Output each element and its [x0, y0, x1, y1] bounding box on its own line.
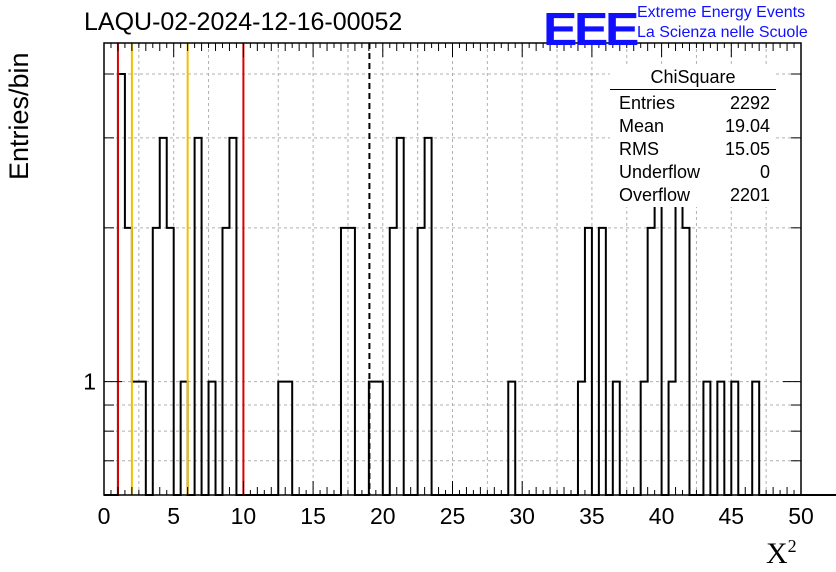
stats-label: Overflow	[619, 185, 691, 205]
logo-text-line2: La Scienza nelle Scuole	[637, 24, 808, 41]
stats-value: 2292	[729, 93, 770, 113]
x-tick-label: 0	[98, 503, 111, 529]
stats-row: Overflow 2201	[610, 184, 776, 207]
stats-value: 15.05	[724, 139, 770, 159]
x-tick-label: 35	[579, 503, 605, 529]
chart-title: LAQU-02-2024-12-16-00052	[84, 8, 403, 36]
stats-row: RMS 15.05	[610, 138, 776, 161]
stats-label: Underflow	[619, 162, 701, 182]
y-axis-label: Entries/bin	[4, 52, 34, 180]
x-axis-label-superscript: 2	[787, 536, 797, 556]
stats-label: RMS	[619, 139, 659, 159]
x-axis-label-base: X	[766, 537, 788, 570]
stats-box: ChiSquare Entries 2292 Mean 19.04 RMS 15.05…	[610, 67, 776, 207]
x-tick-label: 15	[300, 503, 326, 529]
x-tick-label: 30	[509, 503, 535, 529]
stats-row: Underflow 0	[610, 161, 776, 184]
stats-title: ChiSquare	[610, 67, 776, 90]
stats-value: 2201	[729, 185, 770, 205]
x-tick-label: 40	[649, 503, 675, 529]
stats-value: 0	[759, 162, 770, 182]
x-tick-label: 20	[370, 503, 396, 529]
stats-value: 19.04	[724, 116, 770, 136]
x-axis-label: X2	[766, 536, 797, 571]
stats-row: Entries 2292	[610, 92, 776, 115]
x-tick-label: 50	[788, 503, 814, 529]
x-tick-label: 25	[440, 503, 466, 529]
stats-label: Mean	[619, 116, 665, 136]
stats-label: Entries	[619, 93, 676, 113]
y-tick-label: 1	[83, 369, 96, 395]
x-tick-label: 5	[167, 503, 180, 529]
eee-logo: EEE	[543, 3, 639, 55]
stats-row: Mean 19.04	[610, 115, 776, 138]
x-tick-label: 10	[231, 503, 257, 529]
histogram-line	[104, 73, 836, 496]
logo-text-line1: Extreme Energy Events	[637, 4, 806, 21]
x-tick-label: 45	[719, 503, 745, 529]
